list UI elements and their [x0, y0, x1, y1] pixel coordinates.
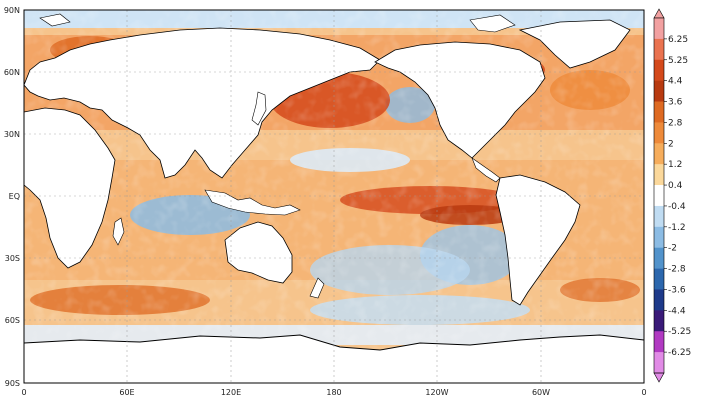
colorbar-tick-label: -1.2: [668, 223, 686, 233]
colorbar-tick-label: 5.25: [668, 56, 688, 66]
colorbar-swatch: [654, 59, 664, 81]
lon-label-120e: 120E: [221, 388, 241, 397]
north-america-landmass: [374, 41, 546, 159]
lon-label-0-right: 0: [641, 388, 646, 397]
colorbar-tick-label: -3.6: [668, 285, 686, 295]
lat-label-90s: 90S: [5, 379, 20, 388]
graticule: [24, 10, 644, 383]
lon-label-180: 180: [326, 388, 341, 397]
colorbar-tick-label: 3.6: [668, 98, 683, 108]
antarctica-landmass: [24, 334, 644, 383]
colorbar-tick-label: -0.4: [668, 202, 686, 212]
colorbar: 6.25 5.25 4.4 3.6 2.8 2 1.2 0.4 -0.4 -1.2 -2 -2.8 -3…: [653, 8, 691, 383]
new-zealand-landmass: [309, 277, 325, 299]
svalbard-islands: [39, 13, 71, 27]
colorbar-swatch: [654, 80, 664, 102]
colorbar-swatch: [654, 289, 664, 311]
colorbar-swatch: [654, 164, 664, 186]
central-america-landmass: [471, 157, 501, 183]
lat-label-60s: 60S: [5, 316, 20, 325]
lon-label-60e: 60E: [119, 388, 134, 397]
colorbar-swatch: [654, 185, 664, 207]
lat-label-30n: 30N: [4, 130, 20, 139]
lon-label-120w: 120W: [425, 388, 448, 397]
colorbar-swatch: [654, 331, 664, 353]
colorbar-top-arrow: [653, 8, 665, 19]
lat-label-90n: 90N: [4, 6, 20, 15]
arctic-islands: [469, 14, 516, 33]
colorbar-swatch: [654, 247, 664, 269]
colorbar-swatch: [654, 101, 664, 123]
colorbar-tick-label: -5.25: [668, 327, 691, 337]
lon-label-0-left: 0: [21, 388, 26, 397]
colorbar-swatch: [654, 38, 664, 61]
indonesia-landmass: [204, 189, 301, 216]
colorbar-tick-label: 1.2: [668, 160, 682, 170]
greenland-landmass: [518, 19, 631, 69]
anomaly-field: [24, 10, 644, 383]
colorbar-tick-label: -4.4: [668, 306, 686, 316]
lat-label-eq: EQ: [9, 192, 20, 201]
colorbar-tick-label: -6.25: [668, 348, 691, 358]
colorbar-swatch: [654, 122, 664, 144]
japan-landmass: [251, 91, 267, 126]
colorbar-swatch: [654, 352, 664, 374]
colorbar-swatch: [654, 205, 664, 228]
colorbar-swatch: [654, 143, 664, 165]
eurasia-landmass: [24, 27, 381, 179]
colorbar-swatch: [654, 226, 664, 249]
longitude-labels: 0 60E 120E 180 120W 60W 0: [21, 388, 646, 397]
africa-landmass: [24, 107, 116, 269]
colorbar-bottom-arrow: [653, 372, 665, 383]
colorbar-tick-label: 0.4: [668, 181, 683, 191]
madagascar-landmass: [112, 217, 125, 246]
colorbar-tick-label: -2: [668, 244, 677, 254]
south-america-landmass: [495, 174, 581, 306]
colorbar-swatch: [654, 18, 664, 40]
lon-label-60w: 60W: [532, 388, 550, 397]
map-frame: [23, 9, 645, 384]
colorbar-swatch: [654, 310, 664, 332]
colorbar-frame: [653, 17, 665, 374]
colorbar-tick-label: 4.4: [668, 77, 683, 87]
colorbar-tick-label: 2.8: [668, 118, 683, 128]
colorbar-tick-label: 6.25: [668, 35, 688, 45]
colorbar-swatch: [654, 268, 664, 290]
lat-label-60n: 60N: [4, 68, 20, 77]
australia-landmass: [224, 221, 293, 284]
lat-label-30s: 30S: [5, 254, 20, 263]
colorbar-tick-label: -2.8: [668, 265, 686, 275]
latitude-labels: 90N 60N 30N EQ 30S 60S 90S: [4, 6, 20, 388]
colorbar-tick-label: 2: [668, 139, 674, 149]
